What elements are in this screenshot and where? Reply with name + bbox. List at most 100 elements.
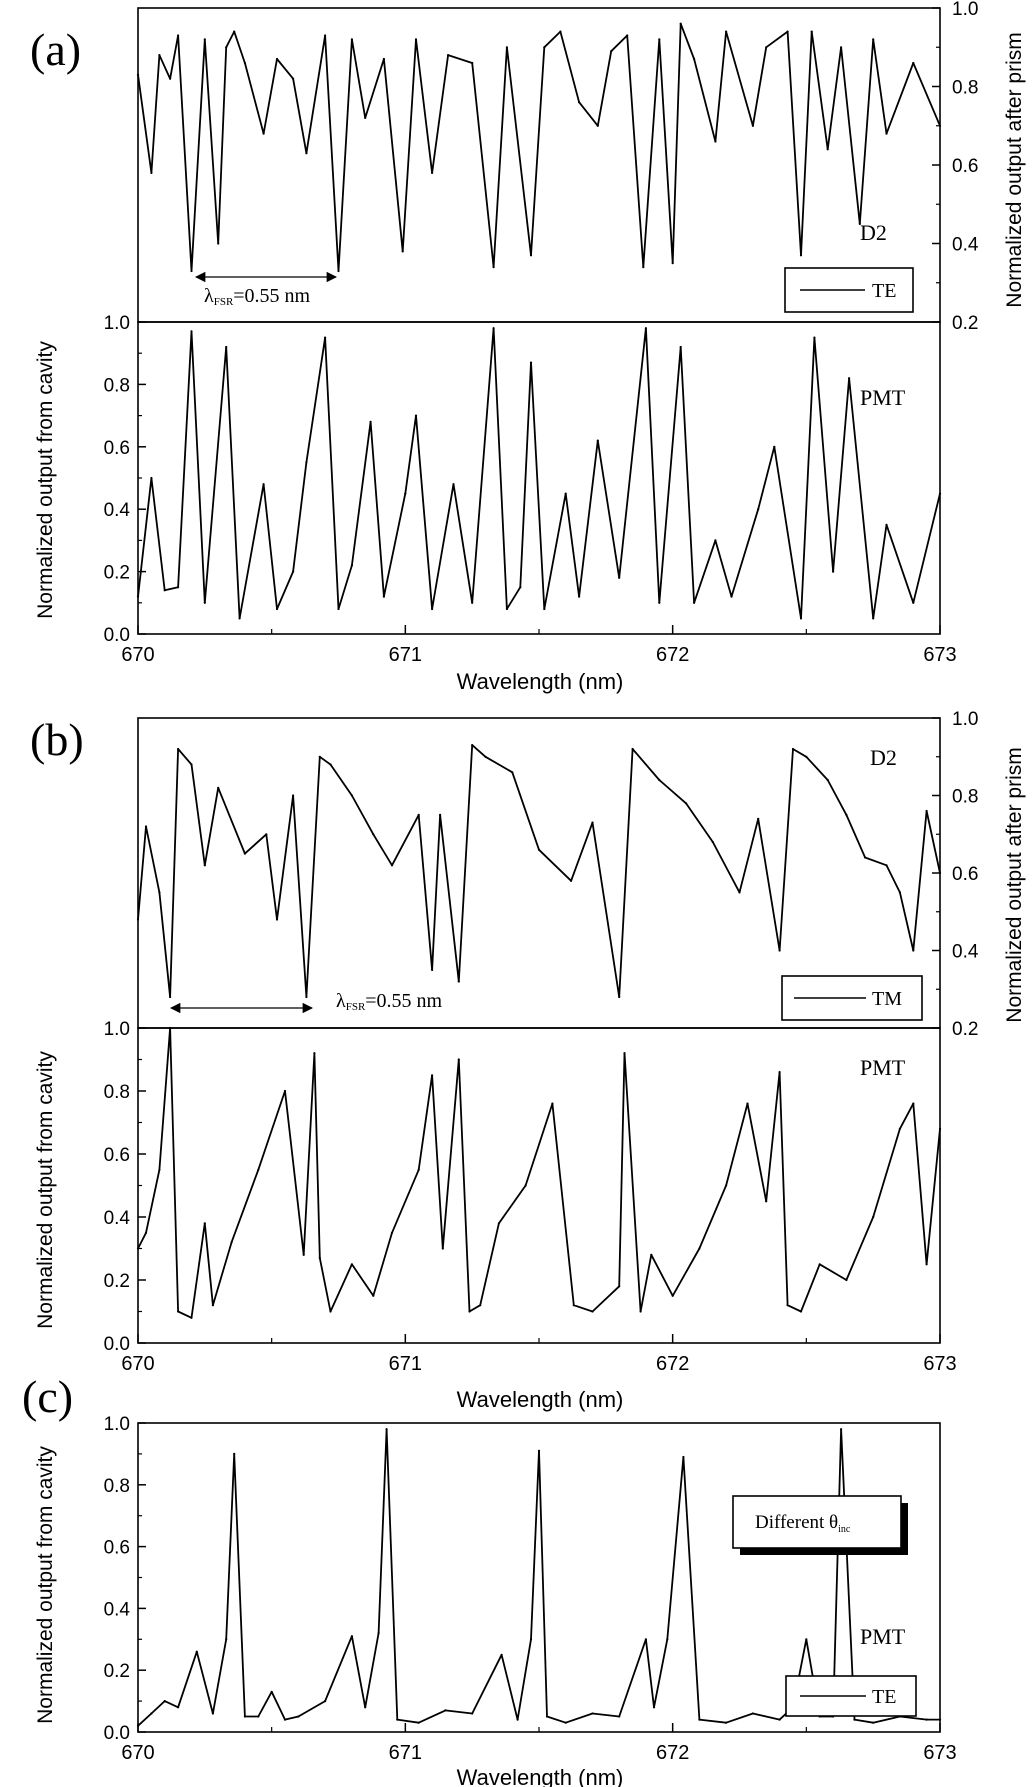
data-point (805, 1638, 808, 1641)
data-point (864, 856, 867, 859)
data-point (369, 420, 372, 423)
panel-label-b: (b) (30, 714, 84, 765)
data-point (150, 1712, 153, 1715)
data-point (350, 564, 353, 567)
data-point (337, 607, 340, 611)
note-box-c: Different θinc (732, 1495, 908, 1555)
data-point (275, 607, 279, 611)
data-point (791, 747, 795, 751)
data-point (644, 1638, 648, 1641)
y-tick-label: 1.0 (952, 709, 978, 730)
data-point (738, 891, 741, 894)
data-point (417, 1721, 420, 1724)
data-point (671, 1294, 674, 1297)
y-tick-label: 0.0 (104, 625, 130, 646)
y-tick-label: 0.4 (952, 235, 979, 256)
x-tick-label: 672 (656, 1742, 689, 1764)
data-point (840, 1428, 843, 1431)
data-point (297, 1715, 300, 1718)
pmt-label-a: PMT (860, 385, 906, 410)
data-point (626, 34, 629, 37)
y-tick-label: 0.8 (952, 787, 978, 808)
data-point (693, 57, 696, 61)
data-point (444, 1709, 447, 1712)
data-point (885, 132, 888, 135)
data-point (243, 852, 246, 855)
data-point (925, 809, 928, 813)
data-point (177, 1310, 180, 1313)
data-point (225, 46, 228, 49)
data-point (313, 1052, 316, 1055)
data-point (233, 30, 236, 33)
data-point (318, 755, 321, 758)
data-point (564, 1721, 567, 1724)
data-point (658, 601, 661, 604)
data-point (853, 1718, 856, 1721)
data-point (679, 345, 682, 349)
data-point (642, 266, 645, 269)
data-point (329, 1310, 332, 1313)
panel-label-a: (a) (30, 24, 81, 75)
data-point (684, 802, 688, 805)
data-point (618, 1715, 621, 1718)
y-tick-label: 0.6 (104, 1538, 130, 1559)
x-tick-label: 671 (389, 1353, 422, 1375)
data-point (150, 476, 153, 480)
data-point (610, 50, 613, 53)
x-axis-label-a: Wavelength (nm) (457, 669, 624, 694)
data-point (302, 1253, 305, 1256)
data-point (658, 38, 661, 41)
y-tick-label: 0.8 (952, 78, 978, 99)
data-point (211, 1304, 214, 1307)
data-point (650, 1253, 653, 1256)
data-point (390, 864, 394, 867)
data-point (912, 1102, 915, 1105)
data-point (591, 821, 594, 824)
y-tick-label: 1.0 (104, 1414, 130, 1435)
data-point (169, 1026, 172, 1030)
data-point (505, 607, 508, 611)
data-point (396, 1718, 399, 1721)
data-point (431, 1074, 434, 1077)
data-point (529, 254, 533, 257)
data-point (431, 968, 434, 972)
y-tick-label: 0.6 (104, 438, 130, 459)
data-point (318, 1256, 321, 1260)
plot-b-lower: 0.0 0.2 0.4 0.6 0.8 1.0 670 671 672 673 (104, 1019, 957, 1375)
data-point (751, 124, 755, 127)
data-point (832, 570, 835, 573)
data-point (698, 1718, 701, 1721)
data-point (714, 539, 717, 542)
plot-c-main: 0.0 0.2 0.4 0.6 0.8 1.0 670 671 672 673 (104, 1414, 957, 1764)
data-point (452, 483, 455, 486)
data-point (238, 617, 241, 620)
data-point (666, 1638, 669, 1641)
data-point (537, 848, 541, 851)
data-point (324, 336, 327, 339)
data-point (177, 34, 180, 37)
data-point (591, 1712, 594, 1715)
series-line-PMT (137, 1027, 941, 1319)
data-point (746, 1102, 749, 1105)
y-tick-label: 1.0 (104, 1019, 130, 1040)
data-point (492, 327, 495, 330)
left-axis-label-b: Normalized output from cavity (34, 1051, 57, 1329)
data-point (324, 1700, 327, 1703)
data-point (177, 747, 180, 751)
data-point (564, 492, 567, 495)
data-point (385, 1428, 388, 1431)
y-tick-label: 0.6 (104, 1145, 130, 1166)
data-point (912, 601, 915, 604)
data-point (283, 1718, 287, 1721)
pmt-label-c: PMT (860, 1624, 906, 1649)
y-tick-label: 0.2 (104, 563, 130, 584)
data-point (468, 1310, 471, 1313)
pmt-label-b: PMT (860, 1055, 906, 1080)
data-point (505, 46, 508, 49)
data-point (136, 1724, 140, 1727)
data-point (551, 1102, 554, 1105)
data-point (324, 34, 327, 37)
data-point (725, 1721, 728, 1724)
data-point (786, 30, 789, 33)
